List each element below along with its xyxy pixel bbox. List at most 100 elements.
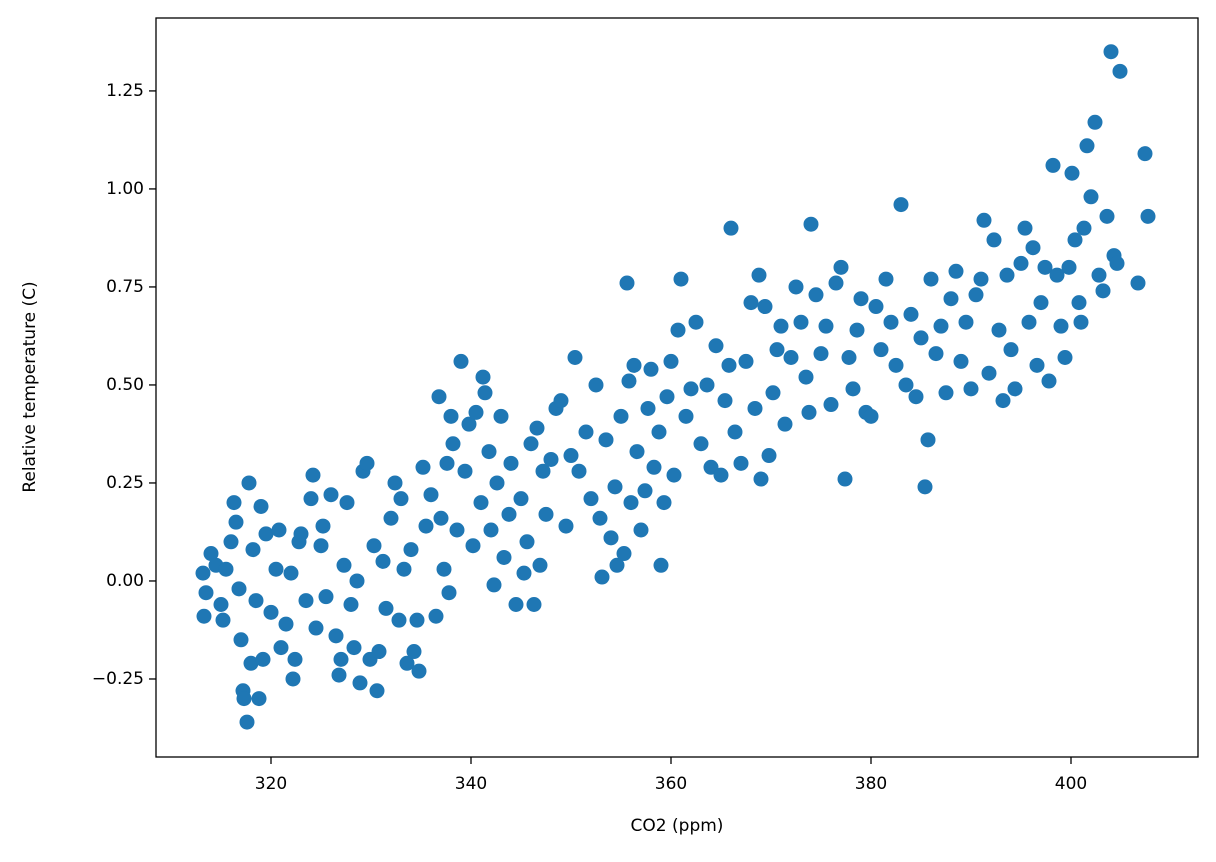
point bbox=[371, 644, 387, 660]
point bbox=[571, 463, 587, 479]
point bbox=[403, 542, 419, 558]
point bbox=[213, 596, 229, 612]
point bbox=[629, 444, 645, 460]
point bbox=[973, 271, 989, 287]
point bbox=[751, 267, 767, 283]
point bbox=[833, 259, 849, 275]
point bbox=[1073, 314, 1089, 330]
point bbox=[411, 663, 427, 679]
point bbox=[837, 471, 853, 487]
point bbox=[673, 271, 689, 287]
point bbox=[933, 318, 949, 334]
point bbox=[567, 350, 583, 366]
point bbox=[1029, 357, 1045, 373]
point bbox=[563, 448, 579, 464]
point bbox=[903, 306, 919, 322]
point bbox=[598, 432, 614, 448]
point bbox=[263, 604, 279, 620]
point bbox=[203, 546, 219, 562]
point bbox=[953, 353, 969, 369]
point bbox=[483, 522, 499, 538]
point bbox=[1083, 189, 1099, 205]
point bbox=[613, 408, 629, 424]
point bbox=[761, 448, 777, 464]
point bbox=[313, 538, 329, 554]
point bbox=[315, 518, 331, 534]
point bbox=[226, 495, 242, 511]
point bbox=[659, 389, 675, 405]
point bbox=[1045, 157, 1061, 173]
point bbox=[928, 346, 944, 362]
point bbox=[496, 549, 512, 565]
point bbox=[449, 522, 465, 538]
point bbox=[196, 608, 212, 624]
point bbox=[981, 365, 997, 381]
point bbox=[621, 373, 637, 389]
point bbox=[923, 271, 939, 287]
point bbox=[773, 318, 789, 334]
point bbox=[1095, 283, 1111, 299]
point bbox=[409, 612, 425, 628]
point bbox=[233, 632, 249, 648]
point bbox=[293, 526, 309, 542]
point bbox=[893, 197, 909, 213]
point bbox=[396, 561, 412, 577]
point bbox=[708, 338, 724, 354]
point bbox=[1041, 373, 1057, 389]
point bbox=[633, 522, 649, 538]
point bbox=[798, 369, 814, 385]
point bbox=[594, 569, 610, 585]
point bbox=[508, 596, 524, 612]
point bbox=[253, 498, 269, 514]
point bbox=[519, 534, 535, 550]
point bbox=[457, 463, 473, 479]
point bbox=[873, 342, 889, 358]
point bbox=[1067, 232, 1083, 248]
point bbox=[513, 491, 529, 507]
point bbox=[391, 612, 407, 628]
point bbox=[646, 459, 662, 475]
y-tick-label: −0.25 bbox=[92, 669, 144, 689]
point bbox=[1103, 44, 1119, 60]
point bbox=[278, 616, 294, 632]
point bbox=[1017, 220, 1033, 236]
point bbox=[489, 475, 505, 491]
point bbox=[501, 506, 517, 522]
point bbox=[609, 557, 625, 573]
point bbox=[1053, 318, 1069, 334]
point bbox=[352, 675, 368, 691]
point bbox=[603, 530, 619, 546]
point bbox=[285, 671, 301, 687]
point bbox=[393, 491, 409, 507]
point bbox=[369, 683, 385, 699]
point bbox=[387, 475, 403, 491]
x-tick-label: 380 bbox=[855, 774, 887, 794]
point bbox=[643, 361, 659, 377]
point bbox=[529, 420, 545, 436]
point bbox=[273, 640, 289, 656]
x-axis-label: CO2 (ppm) bbox=[631, 816, 724, 836]
point bbox=[883, 314, 899, 330]
point bbox=[693, 436, 709, 452]
point bbox=[678, 408, 694, 424]
point bbox=[908, 389, 924, 405]
point bbox=[788, 279, 804, 295]
point bbox=[516, 565, 532, 581]
point bbox=[331, 667, 347, 683]
point bbox=[616, 546, 632, 562]
point bbox=[733, 455, 749, 471]
point bbox=[255, 651, 271, 667]
point bbox=[195, 565, 211, 581]
point bbox=[917, 479, 933, 495]
point bbox=[543, 451, 559, 467]
point bbox=[1064, 165, 1080, 181]
point bbox=[1112, 63, 1128, 79]
point bbox=[523, 436, 539, 452]
point bbox=[991, 322, 1007, 338]
point bbox=[948, 263, 964, 279]
point bbox=[461, 416, 477, 432]
y-axis-label: Relative temperature (C) bbox=[20, 281, 40, 492]
point bbox=[976, 212, 992, 228]
